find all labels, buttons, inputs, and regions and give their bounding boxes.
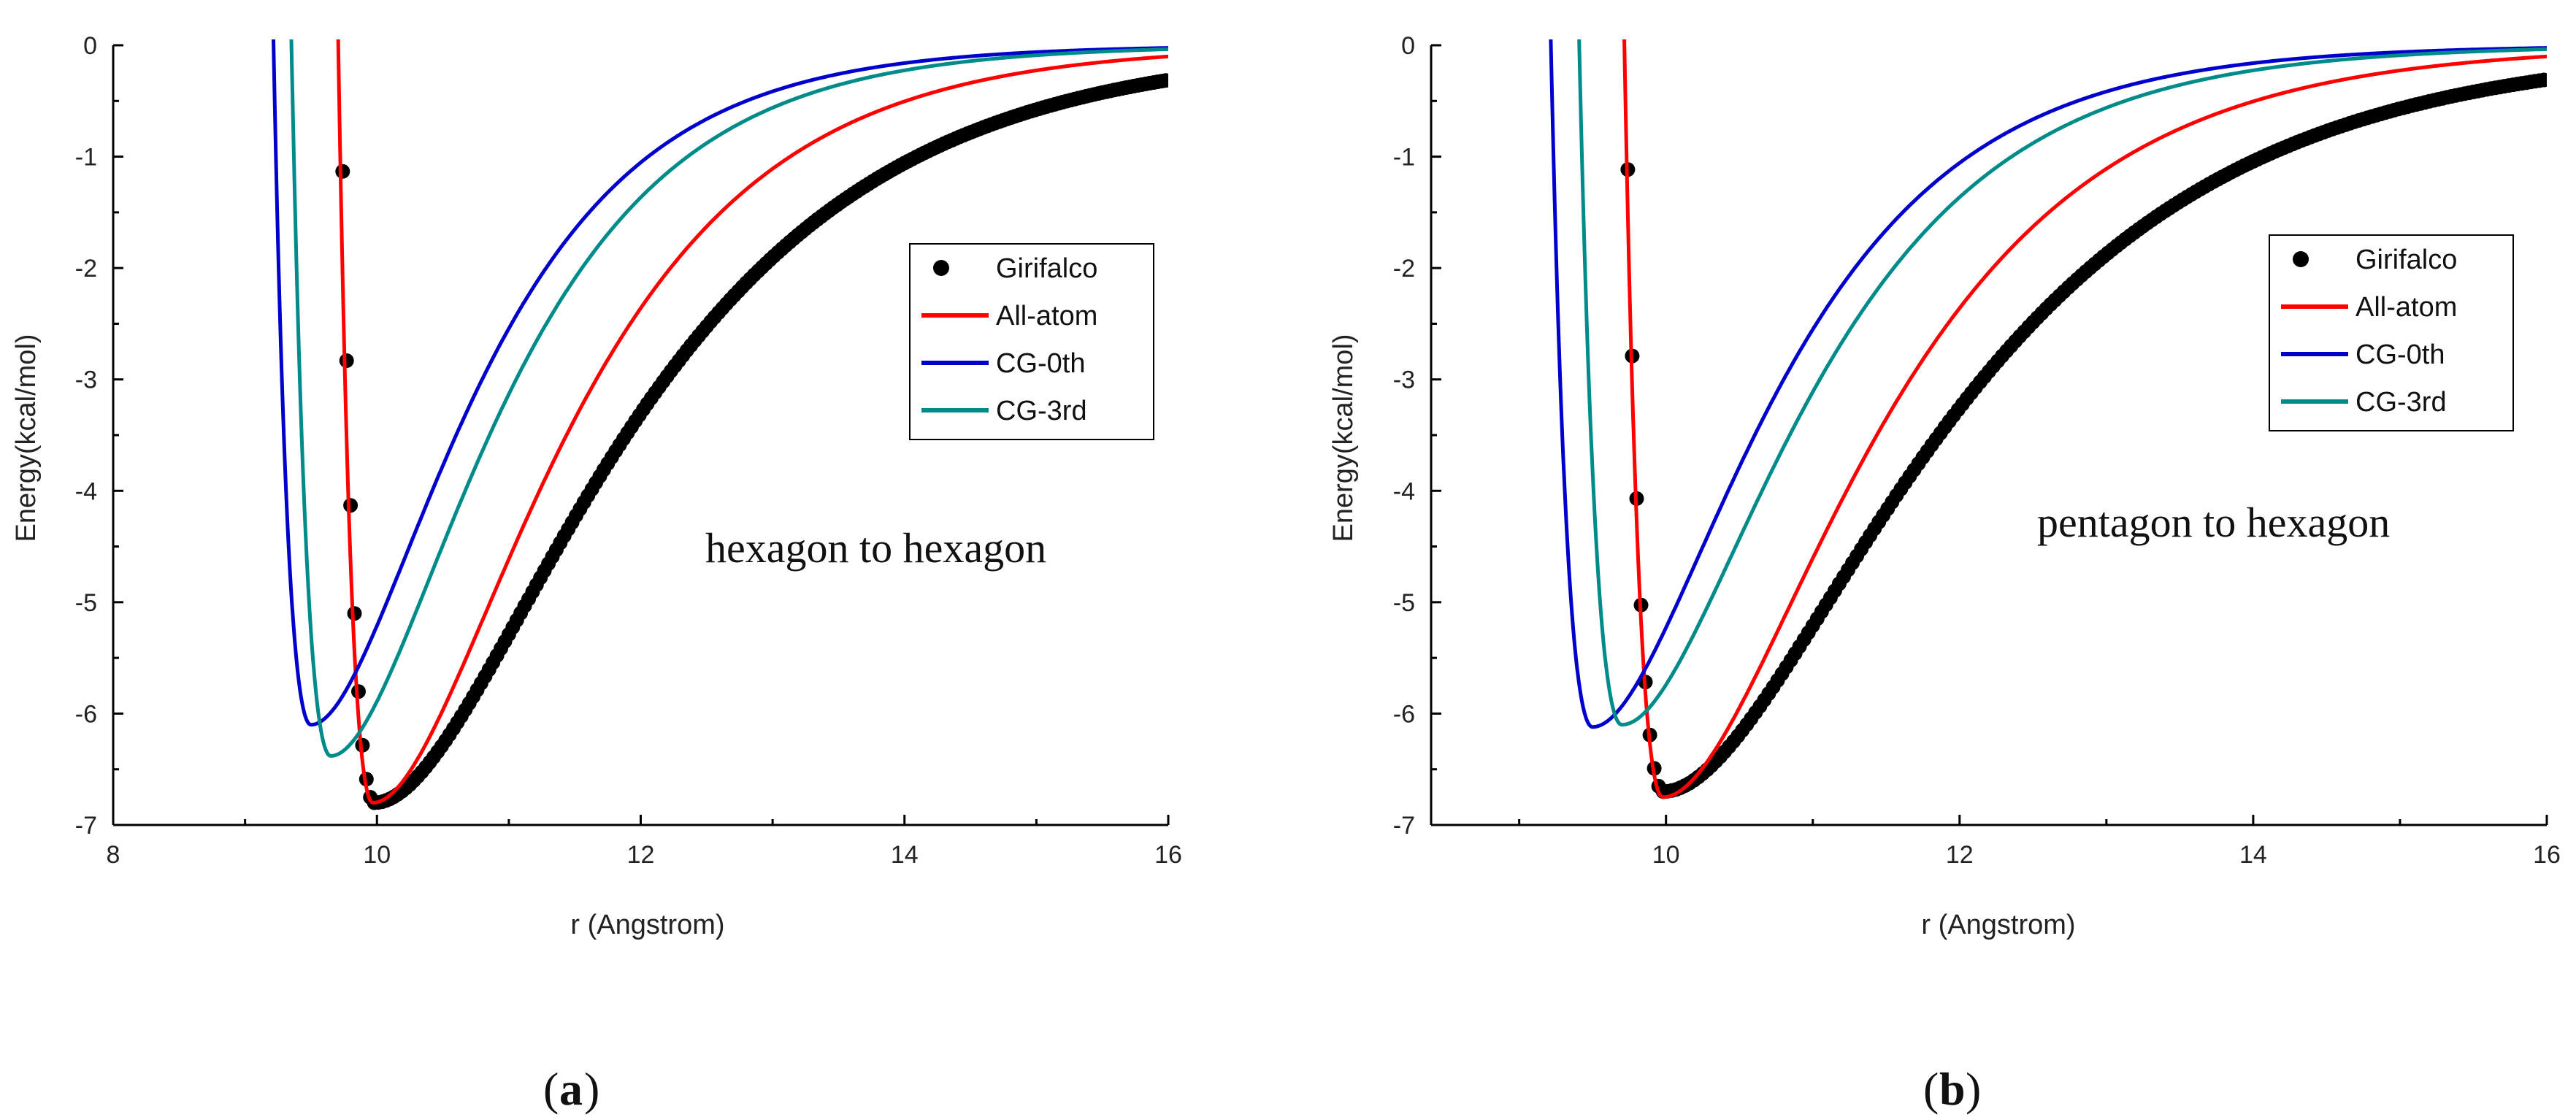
plot-area <box>1549 39 2547 799</box>
data-point-girifalco <box>339 353 354 368</box>
panel-label-letter: a <box>559 1063 583 1115</box>
series-group <box>271 39 1168 810</box>
y-tick-label: -1 <box>75 144 97 172</box>
x-tick-label: 14 <box>2239 841 2267 869</box>
y-tick-label: -1 <box>1393 144 1415 172</box>
x-tick-label: 14 <box>891 841 919 869</box>
data-point-girifalco <box>2537 72 2547 88</box>
legend-marker-girifalco <box>2293 251 2309 267</box>
y-tick-label: -4 <box>1393 477 1415 505</box>
chart-panel-a: 0 -1 -2 -3 -4 -5 -6 -7 8 10 12 14 16 Girifalco All-a… <box>11 32 1182 1115</box>
series-line-cg-0th <box>271 39 1168 727</box>
axes-group: 0 -1 -2 -3 -4 -5 -6 -7 8 10 12 14 16 <box>75 32 1182 869</box>
data-point-girifalco <box>1158 73 1168 88</box>
legend: Girifalco All-atom CG-0th CG-3rd <box>2269 234 2514 431</box>
x-tick-label: 8 <box>107 841 120 869</box>
series-line-cg-0th <box>1549 39 2547 729</box>
legend-label-all-atom: All-atom <box>996 301 1097 331</box>
x-tick-label: 16 <box>1154 841 1182 869</box>
panel-label-open-paren: ( <box>1923 1063 1939 1115</box>
annotation-hexagon-to-hexagon: hexagon to hexagon <box>705 524 1046 572</box>
y-tick-label: -6 <box>75 700 97 728</box>
legend-label-girifalco: Girifalco <box>2355 245 2457 275</box>
y-tick-label: -3 <box>75 366 97 394</box>
y-tick-label: 0 <box>83 32 97 60</box>
y-tick-label: -4 <box>75 477 97 505</box>
x-axis-title: r (Angstrom) <box>1921 910 2075 940</box>
legend-marker-girifalco <box>933 260 949 276</box>
series-line-cg-3rd <box>289 39 1168 758</box>
legend-box <box>909 243 1154 440</box>
legend-label-cg-0th: CG-0th <box>2355 339 2445 370</box>
y-tick-label: 0 <box>1401 32 1415 60</box>
data-point-girifalco <box>335 164 350 179</box>
legend-entry-cg-3rd: CG-3rd <box>921 396 1087 426</box>
legend-entry-cg-3rd: CG-3rd <box>2281 387 2447 418</box>
legend-entry-all-atom: All-atom <box>921 301 1097 331</box>
legend-entry-girifalco: Girifalco <box>2293 245 2457 275</box>
series-line-all-atom <box>1622 39 2547 799</box>
panel-label-close-paren: ) <box>1966 1063 1981 1115</box>
x-tick-label: 16 <box>2533 841 2561 869</box>
axes-group: 0 -1 -2 -3 -4 -5 -6 -7 10 12 14 16 <box>1393 32 2561 869</box>
annotation-pentagon-to-hexagon: pentagon to hexagon <box>2037 499 2390 546</box>
legend-box <box>2269 234 2514 431</box>
series-line-all-atom <box>336 39 1168 805</box>
series-girifalco <box>335 73 1168 810</box>
panel-label-b: ( b ) <box>1923 1063 1981 1115</box>
x-tick-label: 10 <box>363 841 391 869</box>
y-tick-label: -5 <box>1393 589 1415 617</box>
legend: Girifalco All-atom CG-0th CG-3rd <box>909 243 1154 440</box>
y-tick-label: -6 <box>1393 700 1415 728</box>
series-group <box>1549 39 2547 799</box>
legend-entry-cg-0th: CG-0th <box>921 348 1085 379</box>
legend-entry-all-atom: All-atom <box>2281 292 2457 323</box>
panel-label-letter: b <box>1939 1063 1966 1115</box>
legend-label-cg-3rd: CG-3rd <box>996 396 1087 426</box>
plot-area <box>271 39 1168 810</box>
legend-label-cg-3rd: CG-3rd <box>2355 387 2447 418</box>
panel-label-close-paren: ) <box>584 1063 599 1115</box>
legend-label-all-atom: All-atom <box>2355 292 2457 323</box>
series-girifalco <box>1620 72 2547 799</box>
y-axis-title: Energy(kcal/mol) <box>11 334 42 542</box>
panel-label-a: ( a ) <box>543 1063 599 1115</box>
x-axis-title: r (Angstrom) <box>570 910 724 940</box>
legend-entry-cg-0th: CG-0th <box>2281 339 2445 370</box>
x-tick-label: 12 <box>1946 841 1974 869</box>
y-tick-label: -2 <box>1393 255 1415 283</box>
y-tick-label: -7 <box>1393 812 1415 840</box>
chart-panel-b: 0 -1 -2 -3 -4 -5 -6 -7 10 12 14 16 Girifalco All-at… <box>1328 32 2561 1115</box>
x-tick-label: 10 <box>1652 841 1680 869</box>
panel-label-open-paren: ( <box>543 1063 559 1115</box>
y-tick-label: -2 <box>75 255 97 283</box>
y-axis-title: Energy(kcal/mol) <box>1328 334 1359 542</box>
y-tick-label: -5 <box>75 589 97 617</box>
series-line-cg-3rd <box>1577 39 2547 727</box>
y-tick-label: -3 <box>1393 366 1415 394</box>
legend-label-cg-0th: CG-0th <box>996 348 1085 379</box>
legend-entry-girifalco: Girifalco <box>933 253 1097 284</box>
x-tick-label: 12 <box>627 841 655 869</box>
y-tick-label: -7 <box>75 812 97 840</box>
legend-label-girifalco: Girifalco <box>996 253 1097 284</box>
